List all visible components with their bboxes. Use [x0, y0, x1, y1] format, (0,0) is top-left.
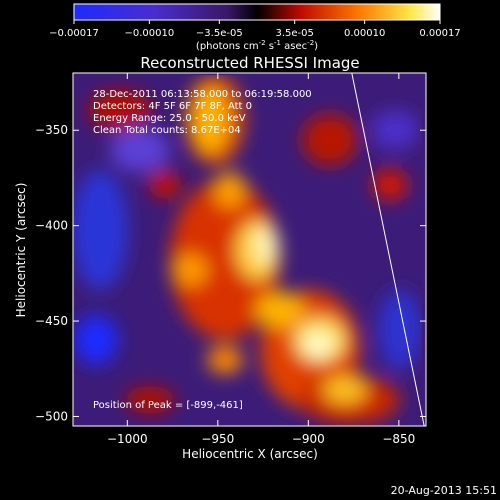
- heatmap-area: [73, 73, 426, 426]
- colorbar-tick-label: 0.00010: [344, 28, 385, 39]
- y-axis-label: Heliocentric Y (arcsec): [14, 183, 28, 318]
- colorbar-ticks: −0.00017 −0.00010 −3.5e-05 3.5e-05 0.00010 0.…: [49, 20, 461, 39]
- y-tick-label: −350: [35, 123, 68, 137]
- x-axis-ticks: −1000 −950 −900 −850: [107, 73, 415, 446]
- annotation-line: Detectors: 4F 5F 6F 7F 8F, Att 0: [93, 101, 252, 112]
- plot-frame: [72, 72, 427, 427]
- x-tick-label: −900: [292, 432, 325, 446]
- annotation-line: Clean Total counts: 8.67E+04: [93, 125, 241, 136]
- colorbar-tick-label: −0.00010: [124, 28, 174, 39]
- colorbar-tick-label: 0.00017: [419, 28, 460, 39]
- chart-title: Reconstructed RHESSI Image: [140, 54, 359, 72]
- x-axis-label: Heliocentric X (arcsec): [182, 447, 318, 461]
- heatmap-image: [73, 75, 422, 425]
- colorbar-tick-label: 3.5e-05: [275, 28, 313, 39]
- peak-position-label: Position of Peak = [-899,-461]: [93, 400, 243, 411]
- x-tick-label: −1000: [107, 432, 148, 446]
- annotations: 28-Dec-2011 06:13:58.000 to 06:19:58.000…: [93, 89, 312, 136]
- x-tick-label: −850: [382, 432, 415, 446]
- colorbar-unit-label: (photons cm-2 s-1 asec-2): [196, 39, 318, 52]
- solar-limb-line: [351, 73, 425, 426]
- annotation-line: Energy Range: 25.0 - 50.0 keV: [93, 113, 246, 124]
- footer-timestamp: 20-Aug-2013 15:51: [391, 484, 497, 497]
- y-tick-label: −400: [35, 219, 68, 233]
- colorbar: −0.00017 −0.00010 −3.5e-05 3.5e-05 0.00010 0.…: [49, 3, 461, 52]
- y-tick-label: −500: [35, 409, 68, 423]
- y-tick-label: −450: [35, 314, 68, 328]
- annotation-line: 28-Dec-2011 06:13:58.000 to 06:19:58.000: [93, 89, 312, 100]
- colorbar-tick-label: −0.00017: [49, 28, 99, 39]
- colorbar-gradient: [73, 3, 441, 21]
- colorbar-tick-label: −3.5e-05: [196, 28, 243, 39]
- y-axis-ticks: −350 −400 −450 −500: [35, 123, 426, 423]
- x-tick-label: −950: [201, 432, 234, 446]
